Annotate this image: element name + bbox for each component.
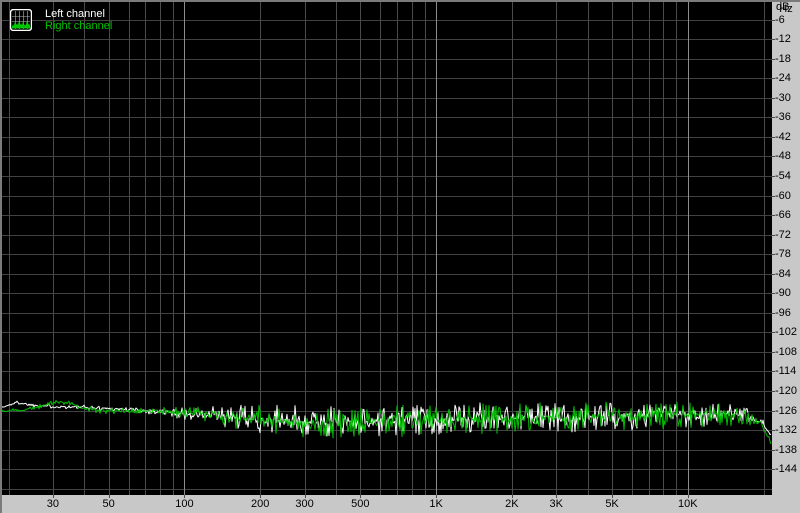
x-axis-label: 500 xyxy=(351,498,370,510)
y-axis-label: -108 xyxy=(775,345,798,358)
y-axis-tick xyxy=(772,137,775,138)
y-axis-label: -30 xyxy=(775,91,791,104)
window-border-top xyxy=(0,0,800,2)
y-axis-tick xyxy=(772,293,775,294)
legend: Left channel Right channel xyxy=(10,8,113,33)
y-axis-tick xyxy=(772,430,775,431)
y-axis-label: -138 xyxy=(775,443,798,456)
x-axis-unit: Hz xyxy=(779,3,793,15)
y-axis-tick xyxy=(772,176,775,177)
legend-item-left-channel: Left channel xyxy=(45,8,112,21)
x-axis-tick xyxy=(53,495,54,498)
y-axis-tick xyxy=(772,156,775,157)
y-axis-label: -132 xyxy=(775,424,798,437)
y-axis-tick xyxy=(772,391,775,392)
y-axis-label: -84 xyxy=(775,267,791,280)
y-axis-tick xyxy=(772,352,775,353)
legend-item-right-channel: Right channel xyxy=(45,19,113,33)
x-axis-tick xyxy=(688,495,689,498)
x-axis-label: 100 xyxy=(175,498,194,510)
x-axis-label: 50 xyxy=(102,498,115,510)
y-axis-label: -36 xyxy=(775,111,791,124)
legend-labels: Left channel Right channel xyxy=(45,8,113,33)
y-axis-label: -114 xyxy=(775,365,797,378)
x-axis-tick xyxy=(109,495,110,498)
spectrum-icon xyxy=(10,9,32,31)
y-axis-unit: dB xyxy=(776,1,790,13)
y-axis-label: -60 xyxy=(775,189,791,202)
y-axis-tick xyxy=(772,20,775,21)
y-axis-tick xyxy=(772,313,775,314)
y-axis-strip: dB -6 -12 -18 -24 -30 -36 -42 -48 -54 -60 -66 -72 -7… xyxy=(772,0,800,495)
y-axis-label: -66 xyxy=(775,209,791,222)
y-axis-label: -18 xyxy=(775,52,791,65)
y-axis-tick xyxy=(772,371,775,372)
x-axis-tick xyxy=(305,495,306,498)
y-axis-tick xyxy=(772,469,775,470)
y-axis-tick xyxy=(772,411,775,412)
x-axis-label: 10K xyxy=(678,498,698,510)
x-axis-label: 2K xyxy=(505,498,519,510)
y-axis-label: -42 xyxy=(775,130,791,143)
x-axis-label: 1K xyxy=(429,498,443,510)
y-axis-tick xyxy=(772,78,775,79)
y-axis-label: -54 xyxy=(775,169,791,182)
y-axis-label: -90 xyxy=(775,287,791,300)
window-border-left xyxy=(0,0,2,513)
y-axis-tick xyxy=(772,450,775,451)
x-axis-label: 200 xyxy=(251,498,270,510)
x-axis-tick xyxy=(436,495,437,498)
y-axis-label: -78 xyxy=(775,248,791,261)
y-axis-label: -126 xyxy=(775,404,798,417)
y-axis-label: -102 xyxy=(775,326,798,339)
legend-label-left: Left channel xyxy=(45,8,105,20)
y-axis-label: -6 xyxy=(775,13,785,26)
x-axis-strip: 30 50 100 200 300 500 1K 2K 3K 5K 10K xyxy=(0,495,800,513)
y-axis-tick xyxy=(772,117,775,118)
y-axis-tick xyxy=(772,215,775,216)
spectrum-plot xyxy=(0,0,772,495)
y-axis-label: -24 xyxy=(775,72,791,85)
y-axis-label: -48 xyxy=(775,150,791,163)
x-axis-label: 5K xyxy=(605,498,619,510)
x-axis-tick xyxy=(612,495,613,498)
y-axis-tick xyxy=(772,254,775,255)
y-axis-tick xyxy=(772,39,775,40)
y-axis-tick xyxy=(772,235,775,236)
x-axis-tick xyxy=(556,495,557,498)
y-axis-label: -144 xyxy=(775,463,798,476)
y-axis-label: -12 xyxy=(775,33,791,46)
y-axis-label: -96 xyxy=(775,306,791,319)
x-axis-tick xyxy=(360,495,361,498)
y-axis-tick xyxy=(772,196,775,197)
x-axis-tick xyxy=(260,495,261,498)
x-axis-label: 300 xyxy=(295,498,314,510)
right-channel-trace xyxy=(0,400,772,445)
y-axis-tick xyxy=(772,274,775,275)
y-axis-tick xyxy=(772,98,775,99)
y-axis-label: -120 xyxy=(775,385,798,398)
y-axis-tick xyxy=(772,332,775,333)
y-axis-label: -72 xyxy=(775,228,791,241)
y-axis-tick xyxy=(772,59,775,60)
legend-label-right: Right channel xyxy=(45,19,113,32)
x-axis-label: 30 xyxy=(46,498,59,510)
x-axis-tick xyxy=(512,495,513,498)
x-axis-tick xyxy=(184,495,185,498)
x-axis-label: 3K xyxy=(549,498,563,510)
